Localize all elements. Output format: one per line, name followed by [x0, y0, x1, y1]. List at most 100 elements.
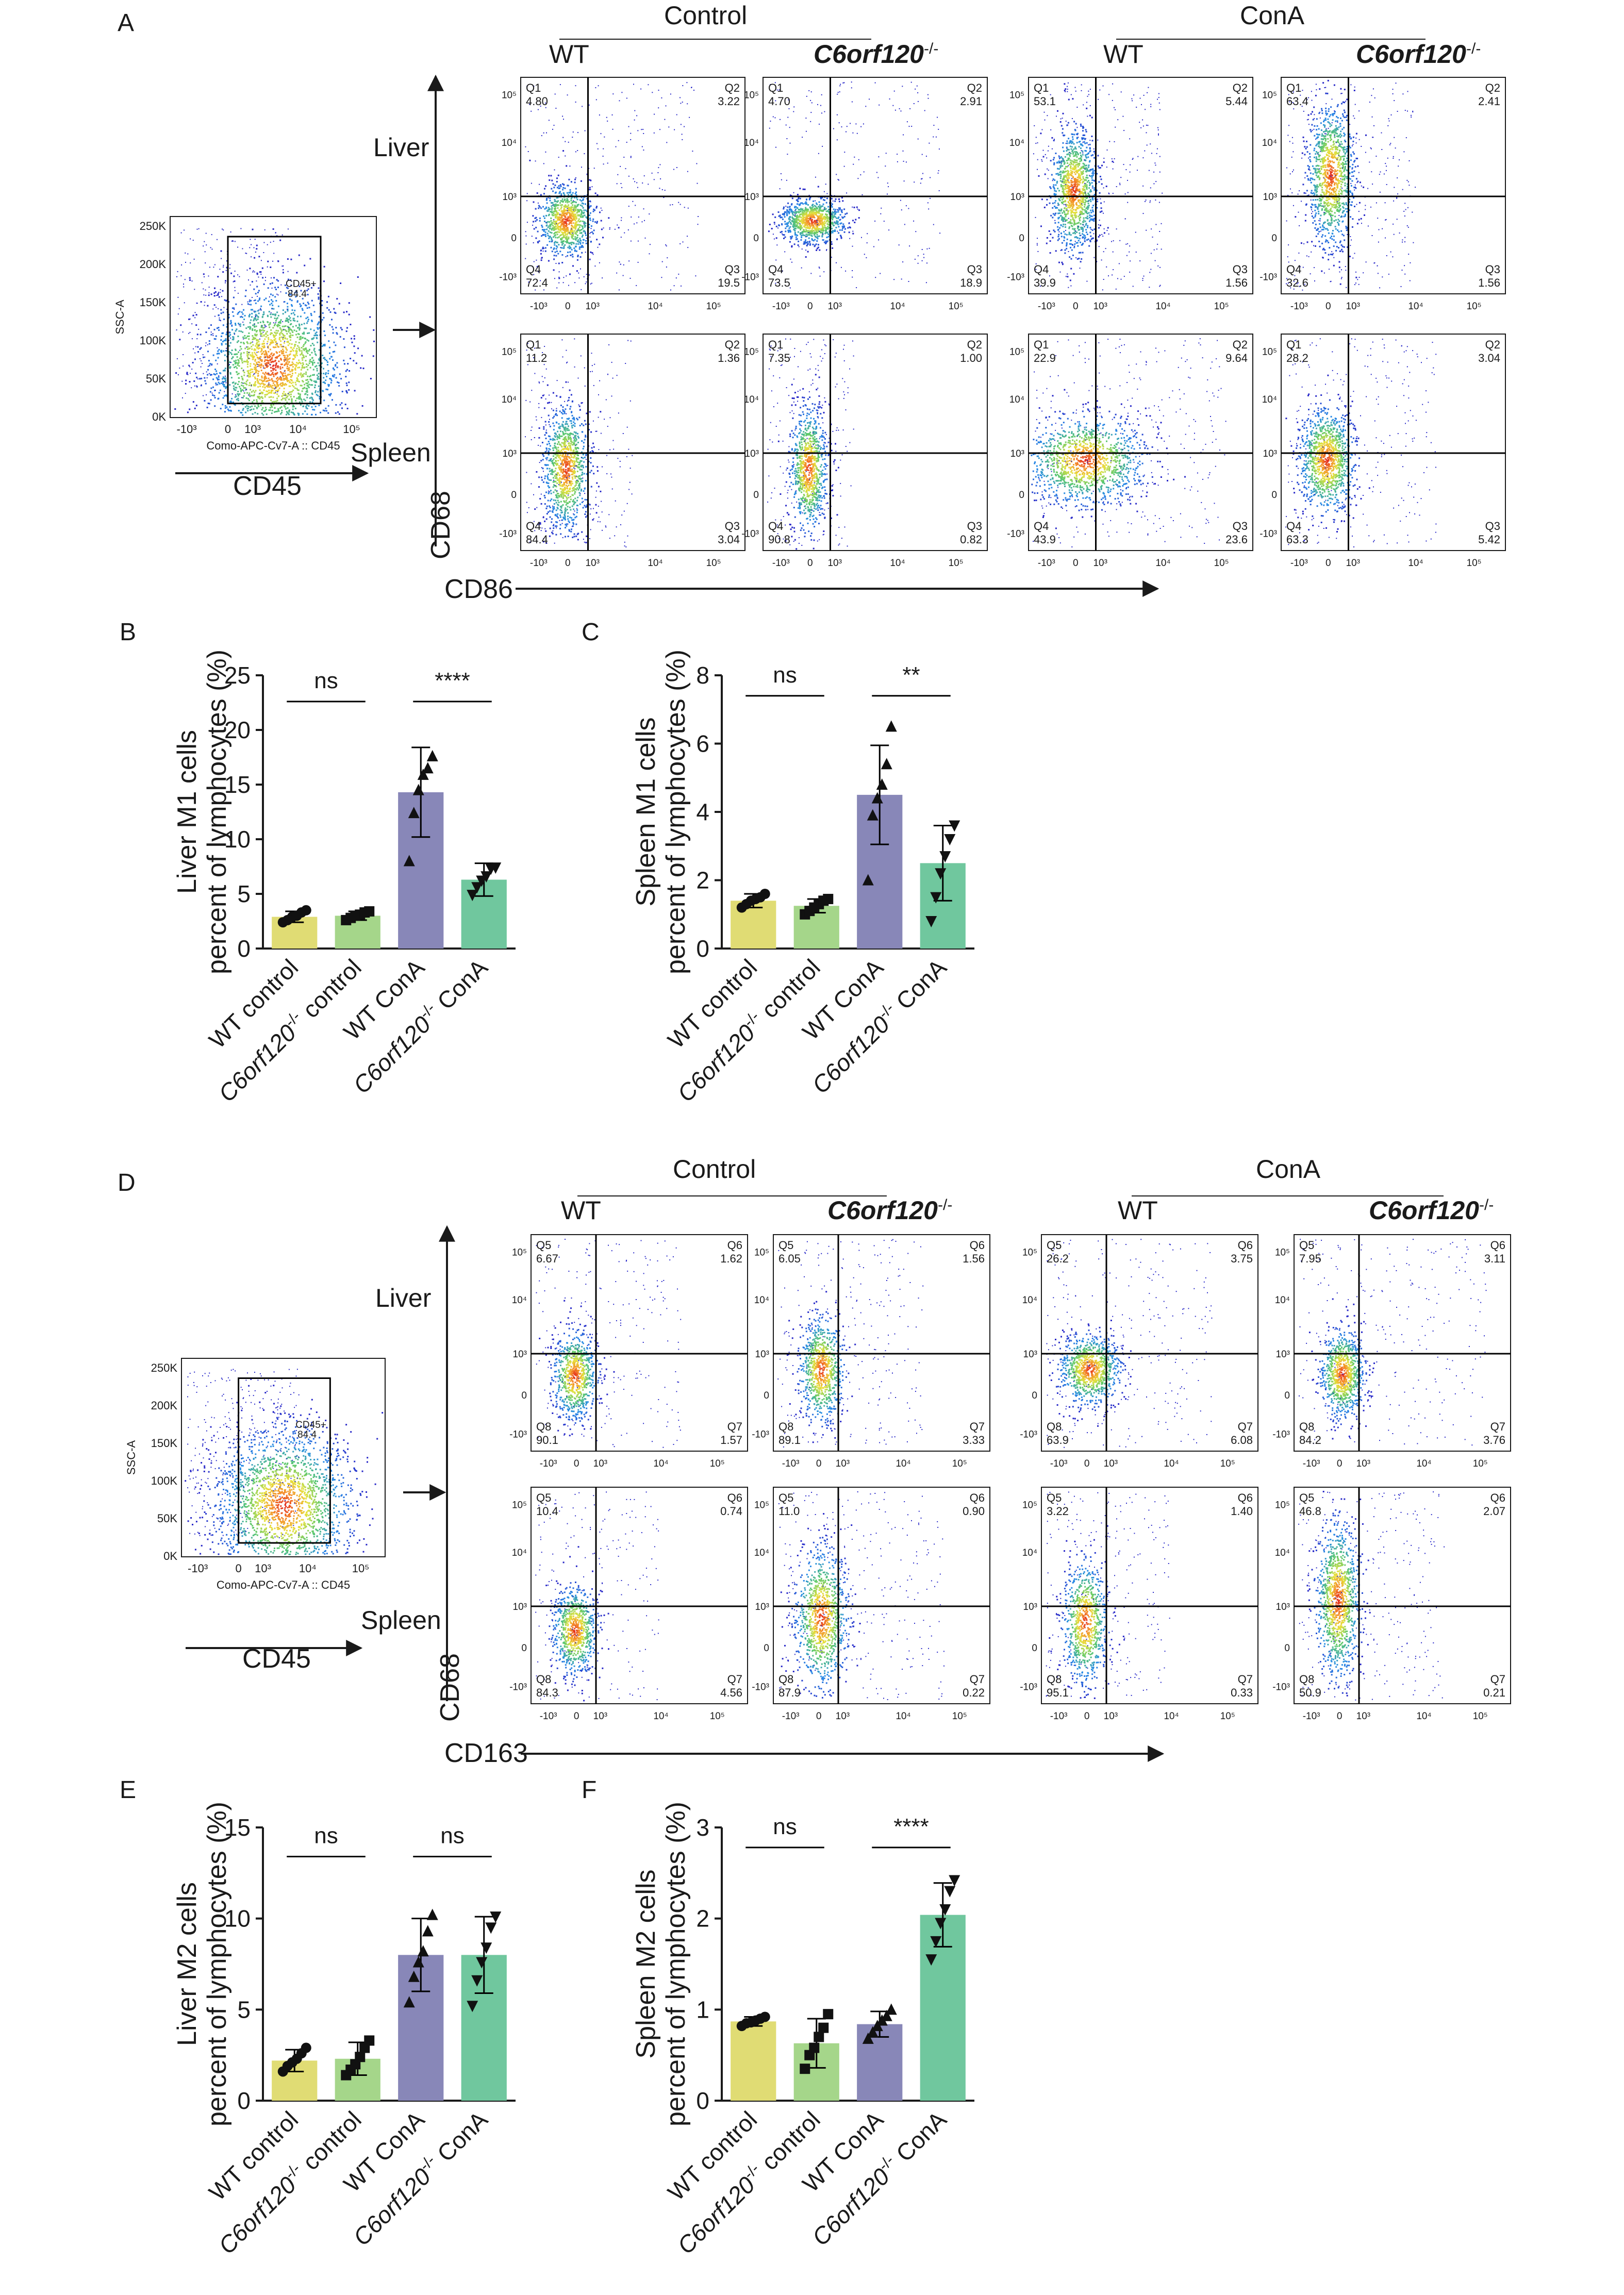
- y-tick-label: 10³: [1276, 1602, 1290, 1612]
- x-tick-label: -10³: [1050, 1711, 1068, 1722]
- gate-label: CD45+: [286, 279, 317, 290]
- y-tick-label: 10³: [745, 448, 759, 459]
- y-tick-label: 10⁴: [502, 138, 517, 148]
- significance-label: **: [902, 662, 920, 688]
- quadrant-name-4: Q4: [768, 263, 783, 276]
- y-tick-label: 10⁵: [754, 1500, 769, 1511]
- quadrant-name-4: Q4: [1286, 520, 1301, 533]
- quadrant-value-2: 3.75: [1231, 1252, 1253, 1265]
- y-axis-label: Spleen M2 cellspercent of lymphocytes (%…: [631, 1802, 691, 2126]
- quadrant-name-4: Q4: [526, 520, 541, 533]
- y-tick-label: -10³: [1007, 272, 1024, 282]
- y-tick-label: 10⁵: [1022, 1248, 1037, 1258]
- x-tick-label: -10³: [782, 1458, 800, 1469]
- x-tick-label: -10³: [772, 558, 790, 569]
- y-tick-label: 0: [1019, 233, 1024, 244]
- y-tick-label: 10³: [503, 448, 517, 459]
- quadrant-value-3: 6.08: [1231, 1434, 1253, 1446]
- flow-plot-a-7: Q122.9Q29.64Q323.6Q443.910⁵10⁴10³0-10³-1…: [1007, 334, 1253, 569]
- quadrant-value-1: 11.2: [526, 352, 547, 364]
- quadrant-name-3: Q7: [1490, 1673, 1505, 1686]
- quadrant-name-1: Q1: [526, 338, 541, 351]
- quadrant-value-3: 3.33: [963, 1434, 985, 1446]
- gating-x-tick: 0: [235, 1562, 241, 1575]
- x-tick-label: 10³: [585, 558, 599, 569]
- x-tick-label: 10³: [593, 1458, 607, 1469]
- plot-frame: [773, 1235, 990, 1451]
- y-tick-label: 0: [511, 233, 517, 244]
- y-tick-label: 10³: [1023, 1602, 1037, 1612]
- y-tick-label: 10³: [513, 1349, 527, 1360]
- flow-plot-d-3: Q526.2Q63.75Q76.08Q863.910⁵10⁴10³0-10³-1…: [1020, 1235, 1258, 1469]
- x-tick-label: 10⁴: [1155, 558, 1170, 569]
- x-tick-label: 10⁴: [648, 558, 662, 569]
- quadrant-value-1: 46.8: [1299, 1505, 1321, 1518]
- y-tick-label: 10⁴: [1022, 1295, 1037, 1306]
- plot-frame: [1281, 334, 1505, 551]
- x-tick-label: 10⁵: [706, 301, 721, 312]
- y-tick-label: 10⁵: [502, 347, 517, 358]
- x-tick-label: 10⁴: [896, 1458, 910, 1469]
- x-tick-label: -10³: [530, 301, 548, 312]
- quadrant-name-2: Q6: [1490, 1491, 1505, 1504]
- x-tick-label: 10³: [1346, 301, 1360, 312]
- y-tick-label: 10⁴: [754, 1548, 769, 1558]
- quadrant-value-4: 73.5: [768, 276, 790, 289]
- y-tick-label: 4: [696, 799, 709, 825]
- significance-label: ns: [773, 1814, 797, 1839]
- y-tick-label: 10⁴: [744, 138, 759, 148]
- y-tick-label: 2: [696, 867, 709, 894]
- x-tick-label: 10⁵: [949, 301, 964, 312]
- x-marker-cd86-a: CD86: [444, 574, 513, 604]
- quadrant-name-3: Q7: [727, 1420, 742, 1433]
- x-tick-label: 10³: [593, 1711, 607, 1722]
- gating-y-tick: 150K: [140, 296, 167, 309]
- quadrant-name-2: Q2: [967, 338, 982, 351]
- quadrant-value-4: 89.1: [778, 1434, 801, 1446]
- x-tick-label: -10³: [1290, 301, 1308, 312]
- quadrant-value-4: 84.3: [536, 1686, 558, 1699]
- x-tick-label: 10⁵: [952, 1458, 967, 1469]
- flow-plot-d-1: Q56.67Q61.62Q71.57Q890.110⁵10⁴10³0-10³-1…: [509, 1235, 748, 1469]
- quadrant-name-4: Q4: [526, 263, 541, 276]
- y-tick-label: -10³: [1272, 1682, 1290, 1692]
- y-tick-label: -10³: [1260, 528, 1277, 539]
- quadrant-value-1: 6.67: [536, 1252, 558, 1265]
- y-tick-label: 10⁴: [754, 1295, 769, 1306]
- x-tick-label: -10³: [1303, 1711, 1320, 1722]
- x-tick-label: 0: [574, 1711, 579, 1722]
- quadrant-name-1: Q5: [1047, 1239, 1062, 1252]
- col-ko-control-d: C6orf120-/-: [827, 1196, 952, 1225]
- x-tick-label: 10⁴: [896, 1711, 910, 1722]
- y-axis-label: Liver M2 cellspercent of lymphocytes (%): [172, 1802, 232, 2126]
- x-tick-label: 10⁴: [1164, 1458, 1179, 1469]
- quadrant-name-1: Q5: [1299, 1491, 1314, 1504]
- x-tick-label: 10³: [1104, 1711, 1118, 1722]
- significance-label: ns: [440, 1823, 464, 1849]
- control-group-label-d: Control: [673, 1155, 756, 1184]
- row-label-spleen-a: Spleen: [351, 438, 431, 467]
- panel-label-c: C: [582, 619, 600, 646]
- y-tick-label: 10³: [1010, 192, 1024, 203]
- y-tick-label: 5: [237, 880, 251, 907]
- quadrant-value-1: 11.0: [778, 1505, 800, 1518]
- plot-frame: [1041, 1487, 1258, 1704]
- gating-detail-x-label: Como-APC-Cv7-A :: CD45: [217, 1578, 350, 1591]
- y-tick-label: 10⁵: [502, 90, 517, 101]
- x-tick-label: -10³: [1303, 1458, 1320, 1469]
- quadrant-value-3: 0.22: [963, 1686, 985, 1699]
- x-tick-label: 10⁴: [1408, 558, 1423, 569]
- data-point: [823, 2009, 833, 2019]
- quadrant-name-3: Q3: [725, 520, 740, 533]
- quadrant-value-2: 5.44: [1225, 95, 1248, 108]
- quadrant-value-3: 0.33: [1231, 1686, 1253, 1699]
- quadrant-name-4: Q8: [1047, 1673, 1062, 1686]
- y-tick-label: 10³: [755, 1602, 769, 1612]
- flow-plot-a-5: Q111.2Q21.36Q33.04Q484.410⁵10⁴10³0-10³-1…: [499, 334, 745, 569]
- quadrant-name-3: Q3: [967, 263, 982, 276]
- quadrant-value-3: 1.56: [1225, 276, 1248, 289]
- quadrant-name-1: Q5: [1299, 1239, 1314, 1252]
- y-tick-label: 10⁴: [512, 1295, 527, 1306]
- gating-x-tick: 10⁴: [299, 1562, 317, 1575]
- y-tick-label: 10⁴: [1022, 1548, 1037, 1558]
